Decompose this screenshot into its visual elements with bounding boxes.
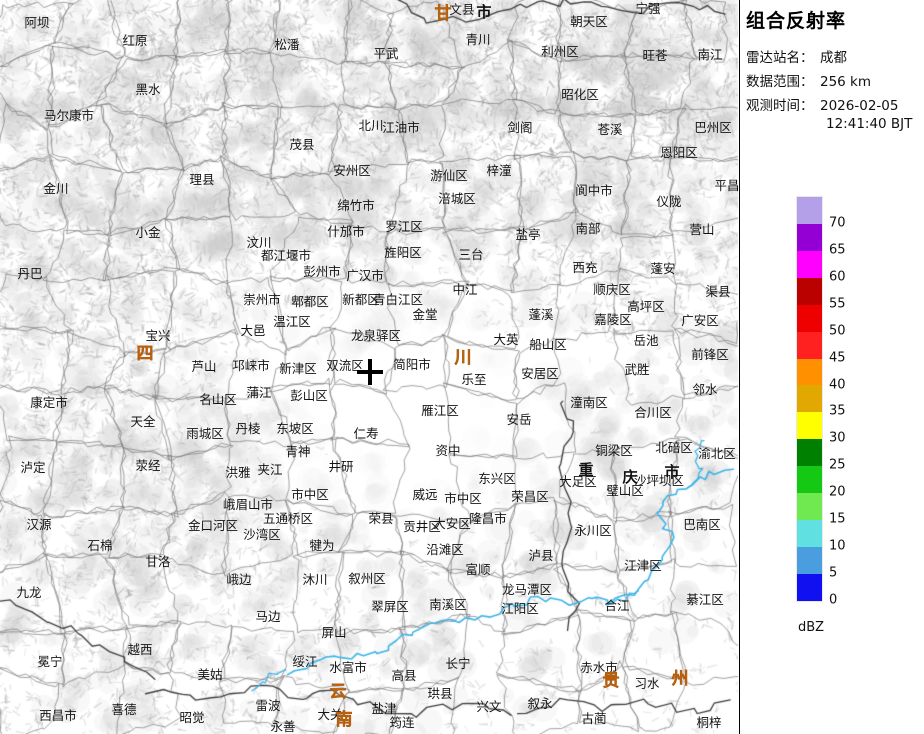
colorbar-tick-label: 35 [829,403,846,419]
meta-value-time-date: 2026-02-05 [820,98,899,114]
radar-map-panel[interactable]: 阿坝 红原 松潘 平武 青川 朝天区 宁强 文县 利州区 旺苍 南江 黑水 昭化区 苍溪 巴州区 马尔康市 茂县… [0,0,740,734]
colorbar-segment [797,466,822,494]
colorbar-tick-label: 70 [829,215,846,231]
colorbar-segment [797,520,822,547]
colorbar-segment [797,439,822,467]
colorbar-tick-label: 25 [829,457,846,473]
colorbar-segment [797,250,822,278]
colorbar-tick-label: 20 [829,484,846,500]
colorbar-tick-label: 45 [829,350,846,366]
colorbar-segment [797,546,822,574]
colorbar-unit-label: dBZ [798,620,825,635]
colorbar-segment [797,385,822,413]
terrain-basemap-canvas [0,0,738,734]
colorbar-segment [797,573,822,601]
meta-row-time: 观测时间： 2026-02-05 [746,94,898,114]
colorbar-segment [797,304,822,332]
colorbar-tick-label: 10 [829,538,846,554]
colorbar-tick-label: 40 [829,377,846,393]
colorbar-segment [797,493,822,521]
colorbar-gradient [796,196,823,602]
colorbar-segment [797,277,822,305]
meta-label-station: 雷达站名： [746,50,814,66]
colorbar-tick-label: 30 [829,430,846,446]
meta-label-range: 数据范围： [746,74,814,90]
meta-row-station: 雷达站名： 成都 [746,46,847,66]
colorbar-tick-label: 60 [829,269,846,285]
colorbar-tick-label: 55 [829,296,846,312]
colorbar-segment [797,412,822,440]
info-side-panel: 组合反射率 雷达站名： 成都 数据范围： 256 km 观测时间： 2026-02-0… [740,0,924,734]
colorbar-segment [797,197,822,224]
colorbar-segment [797,358,822,386]
colorbar-segment [797,331,822,359]
colorbar-tick-label: 15 [829,511,846,527]
colorbar-tick-label: 65 [829,242,846,258]
colorbar-segment [797,223,822,251]
page-title: 组合反射率 [746,10,847,32]
colorbar-tick-label: 0 [829,592,838,608]
meta-value-station: 成都 [820,50,847,66]
dbz-colorbar: 70 65 60 55 50 45 40 35 30 25 20 15 10 5 0 dBZ [796,196,916,635]
meta-label-time: 观测时间： [746,98,814,114]
meta-row-range: 数据范围： 256 km [746,70,871,90]
colorbar-tick-label: 5 [829,565,838,581]
colorbar-tick-label: 50 [829,323,846,339]
meta-value-range: 256 km [820,74,872,90]
meta-value-time-clock: 12:41:40 BJT [826,116,913,132]
